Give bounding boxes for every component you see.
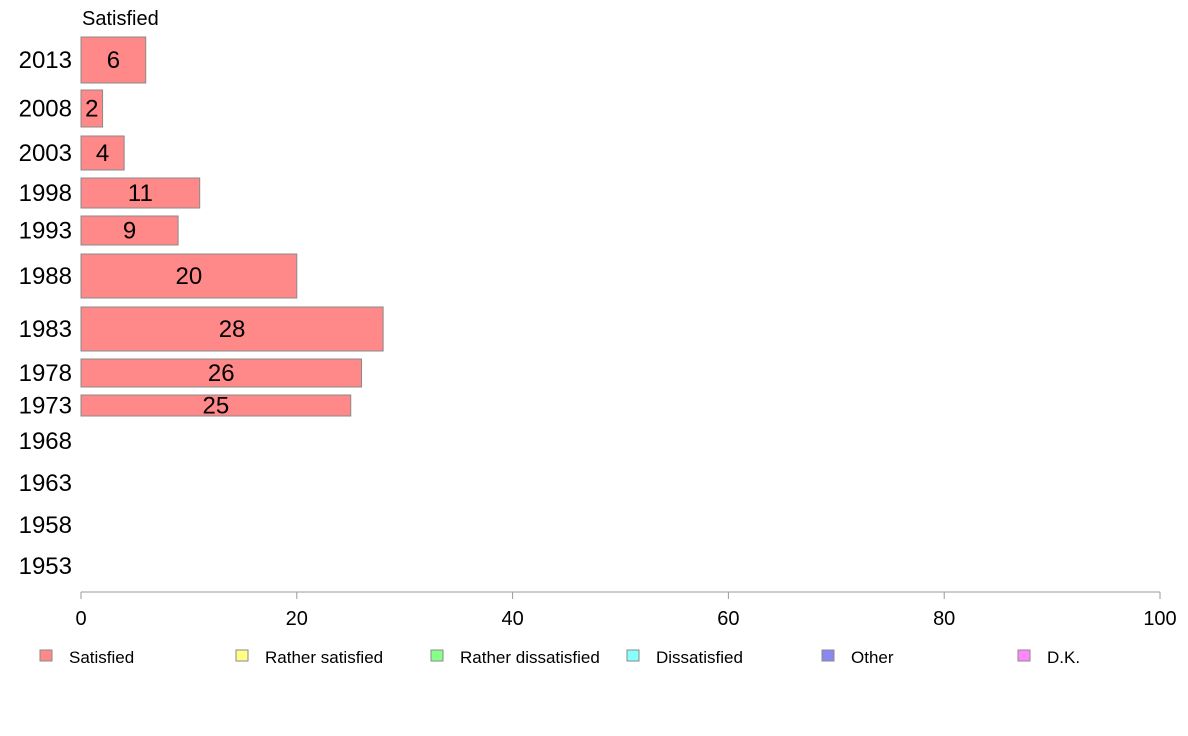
bar xyxy=(80,394,352,417)
x-tick-label: 40 xyxy=(501,608,523,630)
bar-value-label: 28 xyxy=(219,316,246,343)
x-tick-label: 20 xyxy=(286,608,308,630)
legend-label: Rather satisfied xyxy=(265,648,383,667)
x-tick-label: 0 xyxy=(75,608,86,630)
y-tick-label: 2008 xyxy=(19,96,72,123)
x-axis: 0 20 40 60 80 100 xyxy=(75,591,1177,630)
y-tick-label: 1963 xyxy=(19,470,72,497)
y-tick-label: 1983 xyxy=(19,316,72,343)
bar xyxy=(80,89,104,128)
legend-label: Dissatisfied xyxy=(656,648,743,667)
legend-swatch xyxy=(821,649,835,662)
y-tick-label: 1978 xyxy=(19,360,72,387)
bar-value-label: 25 xyxy=(203,393,230,420)
legend-swatch xyxy=(626,649,640,662)
y-tick-label: 1958 xyxy=(19,512,72,539)
bars xyxy=(80,36,384,417)
bar-value-label: 20 xyxy=(176,263,203,290)
y-tick-label: 1988 xyxy=(19,263,72,290)
bar-value-label: 11 xyxy=(128,180,153,207)
bar-value-label: 4 xyxy=(96,140,109,167)
legend-swatch xyxy=(235,649,249,662)
y-axis-labels: 2013 2008 2003 1998 1993 1988 1983 1978 1973 1968… xyxy=(19,47,72,580)
x-tick-label: 60 xyxy=(717,608,739,630)
bar xyxy=(80,358,363,388)
legend-swatch xyxy=(39,649,53,662)
legend-label: Rather dissatisfied xyxy=(460,648,600,667)
legend-swatch xyxy=(1017,649,1031,662)
y-tick-label: 1973 xyxy=(19,393,72,420)
y-tick-label: 1998 xyxy=(19,180,72,207)
legend-label: Other xyxy=(851,648,894,667)
bar xyxy=(80,36,147,84)
bar-value-label: 6 xyxy=(107,47,120,74)
x-tick-label: 100 xyxy=(1143,608,1176,630)
bar xyxy=(80,215,179,246)
series-header-label: Satisfied xyxy=(82,8,159,30)
legend-label: Satisfied xyxy=(69,648,134,667)
y-tick-label: 1953 xyxy=(19,553,72,580)
y-tick-label: 2013 xyxy=(19,47,72,74)
y-tick-label: 2003 xyxy=(19,140,72,167)
x-tick-label: 80 xyxy=(933,608,955,630)
y-tick-label: 1993 xyxy=(19,218,72,245)
y-tick-label: 1968 xyxy=(19,428,72,455)
legend: Satisfied Rather satisfied Rather dissatis… xyxy=(39,648,1080,667)
bar xyxy=(80,135,125,171)
bar-value-label: 26 xyxy=(208,360,235,387)
bar-value-label: 2 xyxy=(85,96,98,123)
bar-value-label: 9 xyxy=(123,218,136,245)
bar xyxy=(80,306,384,352)
bar xyxy=(80,253,298,299)
bar-value-labels: 62 4 11 9 20 28 26 25 xyxy=(85,47,245,420)
legend-swatch xyxy=(430,649,444,662)
bar xyxy=(80,177,201,209)
legend-label: D.K. xyxy=(1047,648,1080,667)
